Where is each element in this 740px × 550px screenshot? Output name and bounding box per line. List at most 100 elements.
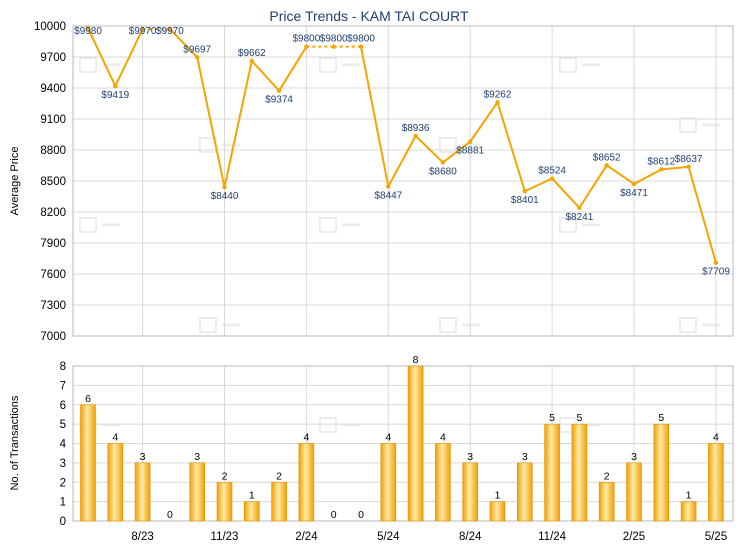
- price-point: [440, 160, 446, 165]
- price-data-label: $8241: [565, 212, 593, 223]
- transactions-count-label: 6: [85, 393, 91, 405]
- price-data-label: $9980: [74, 26, 102, 37]
- price-data-label: $9419: [101, 90, 129, 101]
- price-segment: [114, 28, 144, 87]
- price-segment: [442, 140, 471, 164]
- price-point: [140, 26, 145, 32]
- transactions-y-tick-label: 6: [60, 400, 66, 412]
- price-segment: [687, 166, 717, 264]
- transactions-count-label: 3: [467, 451, 473, 463]
- price-point: [659, 167, 664, 172]
- price-point: [549, 176, 555, 181]
- transactions-bar: [544, 423, 560, 522]
- price-segment: [223, 60, 253, 188]
- transactions-x-tick-label: 8/24: [459, 531, 482, 543]
- price-point: [222, 185, 227, 190]
- price-data-label: $9970: [156, 26, 184, 37]
- transactions-bar: [626, 462, 642, 522]
- transactions-bar: [708, 443, 724, 522]
- price-segment: [387, 135, 417, 187]
- transactions-bar: [134, 462, 151, 522]
- price-point: [631, 181, 637, 187]
- transactions-x-tick-label: 8/23: [131, 531, 153, 543]
- watermark-mark: [319, 57, 360, 73]
- price-segment: [278, 46, 308, 92]
- price-y-axis: 7000 7300 7600 7900 8200 8500 8800 9100 9400 9700…: [34, 21, 66, 343]
- transactions-count-label: 0: [167, 509, 173, 521]
- price-segment: [169, 28, 198, 59]
- transactions-count-label: 5: [576, 412, 582, 424]
- chart-title: Price Trends - KAM TAI COURT: [269, 8, 469, 24]
- price-segment: [496, 101, 526, 192]
- price-y-tick-label: 9100: [40, 114, 66, 126]
- price-data-label: $9662: [238, 48, 266, 59]
- price-y-axis-label: Average Price: [9, 147, 21, 216]
- price-y-tick-label: 8800: [40, 145, 66, 157]
- transactions-bar: [571, 423, 588, 522]
- price-point: [195, 55, 200, 60]
- watermark-mark: [319, 217, 360, 233]
- price-segment: [469, 101, 499, 143]
- transactions-count-label: 1: [249, 490, 255, 502]
- transactions-bar: [516, 462, 533, 522]
- price-y-tick-label: 7900: [40, 238, 66, 250]
- transactions-count-label: 8: [413, 354, 419, 366]
- price-data-label: $9970: [129, 26, 157, 37]
- transactions-bar: [680, 501, 697, 522]
- price-data-label: $8524: [538, 166, 566, 177]
- transactions-count-label: 3: [522, 451, 528, 463]
- price-data-label: $8440: [211, 191, 239, 202]
- price-segment: [633, 168, 662, 185]
- transactions-y-tick-label: 5: [60, 419, 66, 431]
- transactions-count-label: 2: [604, 470, 610, 482]
- transactions-count-label: 1: [495, 490, 501, 502]
- price-segment: [414, 135, 444, 164]
- transactions-count-label: 4: [440, 432, 446, 444]
- price-point: [495, 100, 500, 105]
- price-point: [167, 26, 173, 32]
- watermark-mark: [439, 317, 480, 333]
- watermark-mark: [79, 217, 120, 233]
- price-series: [85, 25, 719, 265]
- transactions-x-tick-label: 11/24: [538, 531, 567, 543]
- transactions-bar: [107, 443, 124, 522]
- price-y-tick-label: 7300: [40, 300, 66, 312]
- price-segment: [87, 27, 117, 87]
- price-data-label: $9800: [320, 34, 348, 45]
- transactions-count-label: 4: [713, 432, 719, 444]
- price-data-label: $8447: [374, 190, 402, 201]
- price-segment: [524, 177, 553, 193]
- watermark-layer: [79, 57, 720, 433]
- transactions-count-label: 2: [276, 470, 282, 482]
- transactions-bar: [271, 481, 287, 522]
- price-point: [468, 139, 473, 144]
- transactions-count-label: 1: [686, 490, 692, 502]
- transactions-count-label: 3: [140, 451, 146, 463]
- price-point: [85, 25, 91, 31]
- price-data-label: $9800: [347, 34, 375, 45]
- transactions-plot-frame: [72, 365, 734, 522]
- price-segment: [606, 164, 635, 185]
- price-y-tick-label: 8200: [40, 207, 66, 219]
- transactions-bar: [598, 481, 615, 522]
- transactions-bar: [653, 423, 670, 522]
- watermark-mark: [559, 217, 600, 233]
- transactions-count-labels: 6 4 3 0 3 2 1 2 4 0 0 4 8 4 3 1 3 5 5 2 3 5 1 4: [85, 354, 719, 521]
- price-data-label: $8652: [593, 152, 621, 163]
- price-trend-chart: 7000 7300 7600 7900 8200 8500 8800 9100 9400 9700…: [9, 21, 734, 343]
- transactions-bars: [80, 365, 724, 522]
- transactions-count-label: 3: [631, 451, 637, 463]
- transactions-y-tick-label: 8: [60, 361, 66, 373]
- price-point: [113, 83, 118, 89]
- price-y-tick-label: 9400: [40, 83, 66, 95]
- transactions-y-tick-label: 0: [60, 516, 66, 528]
- price-point: [386, 184, 391, 189]
- transactions-count-label: 5: [658, 412, 664, 424]
- transactions-count-label: 4: [385, 432, 391, 444]
- transactions-y-tick-label: 3: [60, 458, 66, 470]
- transactions-bar: [216, 481, 233, 522]
- price-y-tick-label: 8500: [40, 176, 66, 188]
- price-data-label: $8471: [620, 188, 648, 199]
